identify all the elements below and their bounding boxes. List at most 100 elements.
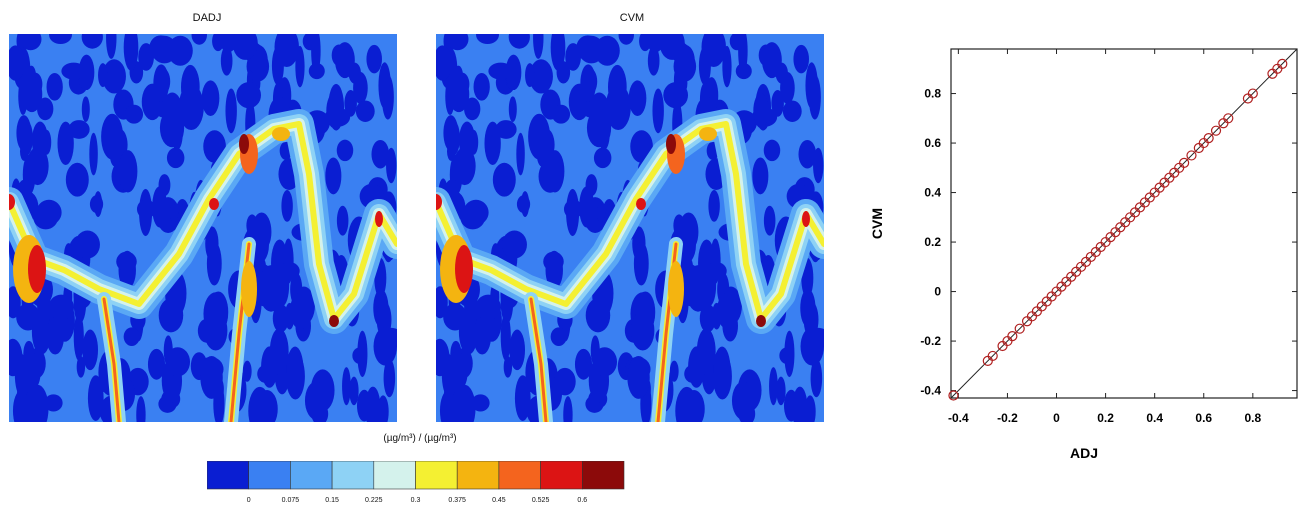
heatmap-plume [9, 121, 397, 322]
heatmap-cell [159, 108, 185, 148]
heatmap-cell [563, 199, 583, 219]
heatmap-cell [628, 80, 647, 116]
heatmap-cell [377, 395, 389, 422]
heatmap-cell [81, 96, 90, 122]
heatmap-cell [286, 351, 296, 392]
heatmap-cell [284, 302, 295, 330]
colorbar-tick-label: 0.6 [577, 497, 588, 504]
heatmap-cell [731, 381, 755, 420]
heatmap-cell [89, 132, 98, 176]
heatmap-cell [17, 351, 41, 393]
heatmap-cell [256, 390, 278, 422]
heatmap-cell [304, 381, 328, 420]
heatmap-cell [33, 205, 59, 230]
heatmap-hotspot [28, 245, 46, 293]
heatmap-cell [592, 347, 618, 377]
data-point [1223, 113, 1234, 124]
heatmap-cell [365, 386, 381, 422]
heatmap-cell [153, 64, 170, 102]
data-point [1277, 58, 1288, 69]
panel-title-dadj: DADJ [192, 12, 222, 24]
heatmap-cell [550, 327, 567, 347]
heatmap-cell [516, 195, 531, 213]
heatmap-cell [136, 396, 146, 422]
x-tick-label: 0.4 [1146, 411, 1163, 425]
heatmap-cell [782, 100, 802, 123]
heatmap-cell [342, 367, 351, 406]
heatmap-cell [808, 74, 821, 120]
heatmap-cell [630, 130, 653, 163]
heatmap-cell [763, 205, 776, 236]
heatmap-cell [473, 73, 490, 101]
colorbar [207, 461, 625, 490]
colorbar-tick-label: 0.3 [410, 497, 421, 504]
heatmap-cell [123, 327, 140, 347]
heatmap-cell [57, 121, 74, 165]
heatmap-cell [208, 291, 229, 333]
data-point [987, 350, 998, 362]
heatmap-cell [65, 162, 89, 197]
heatmap-cell [116, 251, 137, 272]
y-tick-label: 0 [934, 285, 941, 299]
heatmap-cell [180, 64, 200, 110]
heatmap-cell [550, 34, 566, 71]
heatmap-cell [20, 120, 33, 156]
colorbar-swatch [207, 461, 250, 490]
heatmap-cell [492, 162, 516, 197]
heatmap-cell [500, 313, 511, 361]
heatmap-cell [352, 347, 368, 364]
heatmap-cell [659, 34, 685, 60]
heatmap-cell [169, 204, 179, 223]
heatmap-cell [272, 82, 283, 116]
heatmap-cell [810, 358, 823, 398]
heatmap-hotspot [666, 134, 676, 154]
heatmap-cell [503, 356, 513, 378]
heatmap-cell [25, 389, 36, 422]
heatmap-cell [336, 205, 349, 236]
heatmap-cell [464, 97, 481, 121]
heatmap-cell [551, 104, 571, 124]
heatmap-cell [502, 230, 527, 259]
colorbar-tick-label: 0.225 [365, 497, 383, 504]
heatmap-cell [46, 73, 63, 101]
heatmap-cell [48, 294, 75, 321]
data-point [1186, 150, 1197, 161]
heatmap-cell [101, 113, 124, 160]
heatmap-cell [448, 76, 470, 113]
heatmap-cell [475, 294, 502, 321]
heatmap-cell [533, 34, 544, 59]
heatmap-hotspot [756, 315, 766, 327]
colorbar-swatch [373, 461, 416, 490]
heatmap-cell [82, 329, 99, 371]
data-point [1014, 323, 1025, 334]
colorbar-swatch [581, 461, 625, 490]
heatmap-cell [723, 297, 736, 328]
colorbar-tick-label: 0.525 [531, 497, 550, 504]
heatmap-cell [136, 199, 156, 219]
heatmap-cell [574, 348, 593, 380]
heatmap-cell [528, 113, 551, 160]
heatmap-cell [771, 89, 784, 117]
heatmap-cell [81, 34, 103, 49]
y-tick-label: 0.2 [924, 235, 941, 249]
heatmap-cell [529, 59, 553, 94]
data-point [1203, 133, 1214, 144]
heatmap-cell [272, 303, 289, 333]
heatmap-hotspot [329, 315, 339, 327]
heatmap-cell [149, 35, 173, 61]
heatmap-cell [302, 34, 318, 51]
heatmap-cell [296, 297, 309, 328]
colorbar-unit-label: (µg/m³) / (µg/m³) [383, 433, 457, 444]
colorbar-swatch [248, 461, 291, 490]
heatmap-cell [763, 139, 781, 162]
heatmap-cell [279, 262, 300, 280]
heatmap-cell [212, 34, 225, 52]
heatmap-cell [460, 205, 486, 230]
heatmap-cell [514, 375, 531, 422]
x-tick-label: 0 [1053, 411, 1060, 425]
heatmap-cell [669, 360, 679, 382]
panel-title-cvm: CVM [619, 12, 645, 24]
heatmap-cell [464, 282, 478, 330]
heatmap-cell [336, 139, 354, 162]
heatmap-cell [444, 351, 468, 393]
